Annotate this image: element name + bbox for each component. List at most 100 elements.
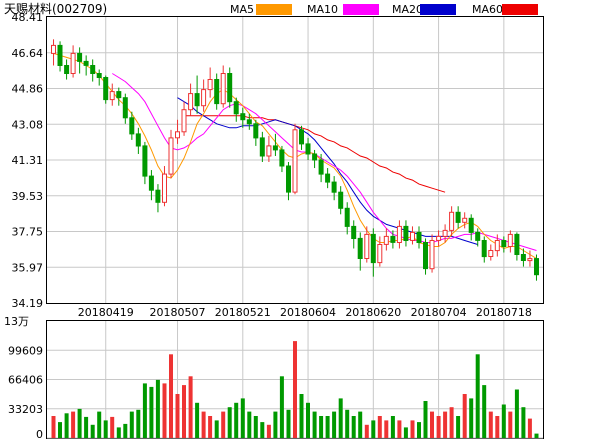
- candle-body: [390, 235, 396, 243]
- volume-bar: [51, 416, 56, 438]
- candle-body: [377, 244, 383, 264]
- volume-bar: [423, 401, 428, 438]
- date-tick-label: 20180620: [345, 306, 401, 319]
- candle-body: [344, 207, 350, 227]
- ma20-line: [177, 97, 478, 245]
- volume-bar: [129, 411, 134, 438]
- volume-bar: [227, 407, 232, 438]
- candle-body: [148, 175, 154, 191]
- volume-bar: [325, 416, 330, 438]
- volume-bar: [534, 433, 539, 438]
- candle-body: [383, 235, 389, 245]
- date-tick-label: 20180718: [476, 306, 532, 319]
- volume-bar: [351, 416, 356, 438]
- candle-body: [96, 73, 102, 78]
- candle-body: [207, 79, 213, 91]
- volume-bar: [77, 408, 82, 438]
- volume-axis: 13万 99609 66406 33203 0: [4, 315, 43, 440]
- volume-bar: [521, 407, 526, 438]
- candle-body: [351, 225, 357, 239]
- volume-bar: [358, 411, 363, 438]
- volume-bar: [142, 383, 147, 438]
- candle-body: [233, 101, 239, 115]
- candle-body: [168, 137, 174, 175]
- legend-ma5-label: MA5: [230, 3, 254, 16]
- volume-bar: [260, 422, 265, 438]
- legend-ma60-swatch: [502, 4, 538, 15]
- volume-bar: [462, 394, 467, 438]
- candle-body: [103, 77, 109, 101]
- candle-body: [129, 117, 135, 135]
- volume-bar: [410, 420, 415, 438]
- candle-body: [77, 52, 83, 62]
- volume-bar: [247, 411, 252, 438]
- volume-bar: [508, 411, 513, 438]
- volume-bar: [306, 402, 310, 438]
- volume-bar: [449, 407, 454, 438]
- volume-bar: [456, 416, 461, 438]
- price-tick-label: 37.75: [12, 226, 44, 239]
- volume-bar: [64, 413, 69, 438]
- candle-body: [116, 91, 122, 99]
- volume-bar: [208, 416, 213, 438]
- candle-body: [494, 240, 500, 252]
- volume-bar: [97, 411, 102, 438]
- volume-bar: [266, 424, 271, 438]
- volume-bar: [390, 416, 395, 438]
- price-axis: 48.41 46.64 44.86 43.08 41.31 39.53 37.75 35.97…: [12, 11, 44, 310]
- volume-bar: [488, 411, 493, 438]
- volume-tick-label: 66406: [8, 374, 43, 387]
- legend-ma20-swatch: [420, 4, 456, 15]
- date-tick-label: 20180507: [150, 306, 206, 319]
- candle-body: [51, 44, 56, 54]
- ma10-line: [112, 73, 537, 251]
- candle-body: [475, 231, 481, 241]
- volume-bar: [221, 411, 226, 438]
- candle-body: [292, 129, 298, 193]
- candle-body: [240, 113, 246, 121]
- volume-bar: [169, 354, 173, 438]
- candle-body: [220, 73, 226, 105]
- candle-body: [325, 173, 331, 183]
- candle-body: [338, 191, 344, 209]
- candle-body: [135, 133, 141, 147]
- candle-body: [175, 131, 180, 139]
- volume-bar: [332, 411, 337, 438]
- legend-ma20-label: MA20: [392, 3, 423, 16]
- candle-body: [214, 79, 220, 105]
- candle-body: [534, 258, 539, 276]
- candle-body: [481, 240, 487, 258]
- price-tick-label: 44.86: [12, 83, 44, 96]
- candle-body: [488, 250, 494, 257]
- price-tick-label: 39.53: [12, 190, 44, 203]
- candle-body: [299, 129, 304, 145]
- candle-body: [331, 181, 337, 193]
- candle-body: [70, 52, 76, 75]
- candle-body: [83, 60, 89, 66]
- candle-body: [246, 119, 252, 125]
- volume-bar: [58, 422, 62, 438]
- candle-body: [64, 65, 70, 74]
- candle-body: [501, 240, 507, 247]
- candle-body: [201, 89, 207, 107]
- legend-ma5-swatch: [256, 4, 292, 15]
- volume-bar: [469, 398, 474, 438]
- candle-body: [318, 159, 324, 175]
- candle-body: [429, 240, 435, 270]
- candle-body: [357, 237, 363, 259]
- volume-bar: [299, 394, 304, 438]
- volume-bar: [338, 398, 343, 438]
- date-tick-label: 20180704: [411, 306, 467, 319]
- candle-body: [109, 91, 115, 101]
- legend-ma10-label: MA10: [307, 3, 338, 16]
- candle-body: [266, 145, 272, 157]
- volume-bar: [495, 416, 500, 438]
- volume-bar: [84, 416, 89, 438]
- volume-tick-label: 99609: [8, 344, 43, 357]
- volume-bar: [188, 376, 193, 438]
- volume-bar: [443, 411, 448, 438]
- candle-body: [162, 173, 167, 203]
- volume-tick-label: 0: [36, 428, 43, 440]
- volume-bar: [162, 383, 167, 438]
